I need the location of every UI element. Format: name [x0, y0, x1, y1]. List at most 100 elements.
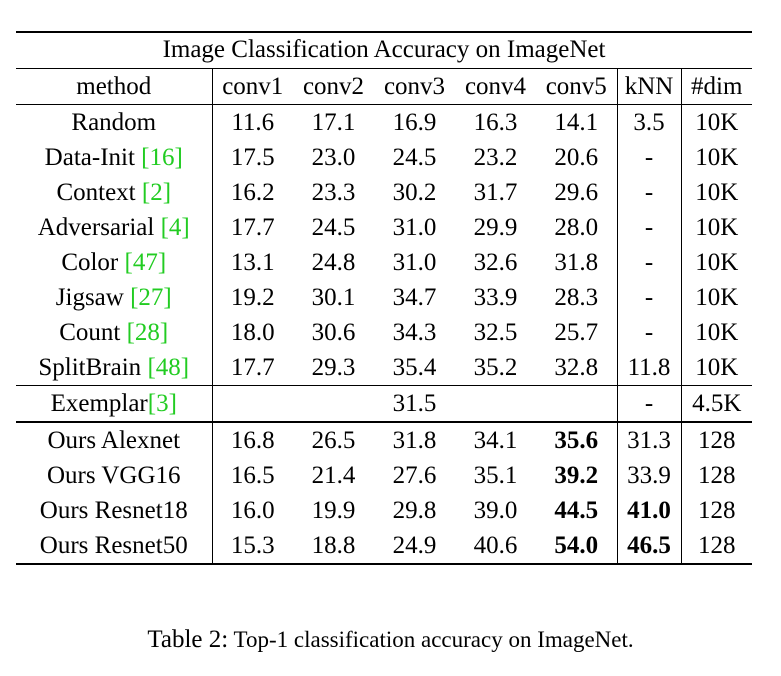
conv-value: 23.3	[311, 179, 356, 206]
conv-value: 29.6	[554, 179, 599, 206]
results-table: Image Classification Accuracy on ImageNe…	[16, 31, 753, 565]
column-header: #dim	[680, 68, 753, 105]
knn-value: 31.3	[616, 421, 681, 458]
table-row: Ours Resnet18 16.0 19.9 29.8 39.0 44.5 41.0 128	[16, 493, 753, 528]
conv-value: 40.6	[455, 528, 536, 565]
conv-value: 35.6	[536, 421, 617, 458]
table-row: SplitBrain [48] 17.7 29.3 35.4 35.2 32.8 11.8 1…	[16, 350, 753, 386]
dim-value: 10K	[680, 210, 753, 245]
conv-value: 23.0	[311, 144, 356, 171]
column-header: conv4	[455, 68, 536, 105]
conv-value: 34.1	[455, 421, 536, 458]
knn-value: 41.0	[616, 493, 681, 528]
column-header: conv5	[536, 68, 617, 105]
citation-link[interactable]: [28]	[126, 319, 169, 346]
knn-value: -	[616, 210, 681, 245]
conv-value: 28.3	[554, 284, 599, 311]
dim-value: 4.5K	[680, 385, 753, 422]
method-name: Ours Alexnet	[47, 427, 181, 454]
table-header-row: method conv1 conv2 conv3 conv4 conv5 kNN…	[16, 68, 753, 105]
table-row: Ours VGG16 16.5 21.4 27.6 35.1 39.2 33.9 128	[16, 458, 753, 493]
table-title-row: Image Classification Accuracy on ImageNe…	[16, 31, 753, 69]
citation-link[interactable]: [47]	[124, 249, 167, 276]
dim-value: 10K	[680, 350, 753, 386]
conv-value: 19.2	[211, 280, 293, 315]
conv-value: 32.5	[473, 319, 518, 346]
conv-value: 26.5	[293, 421, 374, 458]
conv-value: 29.8	[392, 497, 437, 524]
conv-value: 39.0	[473, 497, 518, 524]
method-cell: Context [2]	[16, 175, 212, 210]
dim-value: 128	[680, 421, 753, 458]
knn-value: 11.8	[616, 350, 681, 386]
conv-value: 24.5	[392, 144, 437, 171]
method-cell: Data-Init [16]	[16, 140, 212, 175]
method-cell: Ours Alexnet	[16, 421, 212, 458]
conv-value: 24.5	[311, 214, 356, 241]
method-cell: Ours VGG16	[16, 458, 212, 493]
method-name: Ours VGG16	[46, 462, 181, 489]
method-name: Adversarial	[37, 214, 161, 241]
citation-link[interactable]: [27]	[130, 284, 172, 311]
knn-value: 33.9	[616, 458, 681, 493]
knn-value: -	[616, 245, 681, 280]
method-cell: SplitBrain [48]	[16, 350, 212, 386]
dim-value: 128	[680, 493, 753, 528]
conv-value: 35.1	[473, 462, 518, 489]
conv-value: 14.1	[554, 109, 599, 136]
conv-value: 18.8	[293, 528, 374, 565]
citation-link[interactable]: [16]	[141, 144, 183, 171]
knn-value: 3.5	[616, 104, 681, 140]
column-header: method	[16, 68, 212, 105]
table-row: Jigsaw [27] 19.2 30.1 34.7 33.9 28.3-10K	[16, 280, 753, 315]
conv-value: 16.2	[211, 175, 293, 210]
conv-value: 31.8	[374, 421, 455, 458]
dim-value: 10K	[680, 245, 753, 280]
knn-value: 46.5	[616, 528, 681, 565]
conv-value: 30.6	[311, 319, 356, 346]
method-name: Count	[59, 319, 127, 346]
dim-value: 10K	[680, 140, 753, 175]
conv-value: 13.1	[211, 245, 293, 280]
conv-value: 29.3	[293, 350, 374, 386]
method-name: Ours Resnet50	[39, 532, 188, 559]
conv-value: 16.3	[473, 109, 518, 136]
method-name: Random	[71, 109, 157, 136]
conv-value: 18.0	[211, 315, 293, 350]
citation-link[interactable]: [2]	[141, 179, 172, 206]
table-row: Adversarial [4] 17.7 24.5 31.0 29.9 28.0-10K	[16, 210, 753, 245]
citation-link[interactable]: [48]	[147, 354, 190, 381]
conv-value: 19.9	[311, 497, 356, 524]
method-name: SplitBrain	[38, 354, 148, 381]
conv-value: 32.6	[473, 249, 518, 276]
conv-value: 44.5	[554, 497, 599, 524]
dim-value: 10K	[680, 104, 753, 140]
method-name: Context	[56, 179, 142, 206]
method-name: Exemplar	[50, 390, 148, 417]
citation-link[interactable]: [3]	[147, 390, 177, 417]
conv-value: 16.8	[211, 421, 293, 458]
knn-value: -	[616, 315, 681, 350]
conv-value: 24.9	[374, 528, 455, 565]
method-cell: Ours Resnet18	[16, 493, 212, 528]
table-row: Data-Init [16] 17.5 23.0 24.5 23.2 20.6-10K	[16, 140, 753, 175]
conv-value: 35.4	[374, 350, 455, 386]
conv-value: 17.7	[211, 350, 293, 386]
conv-value: 21.4	[311, 462, 356, 489]
method-name: Data-Init	[44, 144, 142, 171]
conv-value: 17.5	[211, 140, 293, 175]
conv-value: 16.5	[211, 458, 293, 493]
table-row: Ours Alexnet 16.8 26.5 31.8 34.1 35.6 31.3 128	[16, 421, 753, 458]
citation-link[interactable]: [4]	[160, 214, 190, 241]
table-title: Image Classification Accuracy on ImageNe…	[16, 31, 753, 69]
dim-value: 10K	[680, 175, 753, 210]
caption-text: Top-1 classification accuracy on ImageNe…	[228, 627, 634, 652]
conv-value: 54.0	[536, 528, 617, 565]
method-cell: Adversarial [4]	[16, 210, 212, 245]
conv-value: 39.2	[554, 462, 599, 489]
conv-value: 31.8	[554, 249, 599, 276]
table-row: Ours Resnet50 15.3 18.8 24.9 40.6 54.0 46.5 128	[16, 528, 753, 565]
dim-value: 128	[680, 458, 753, 493]
conv-value: 27.6	[392, 462, 437, 489]
method-cell: Exemplar[3]	[16, 386, 212, 423]
